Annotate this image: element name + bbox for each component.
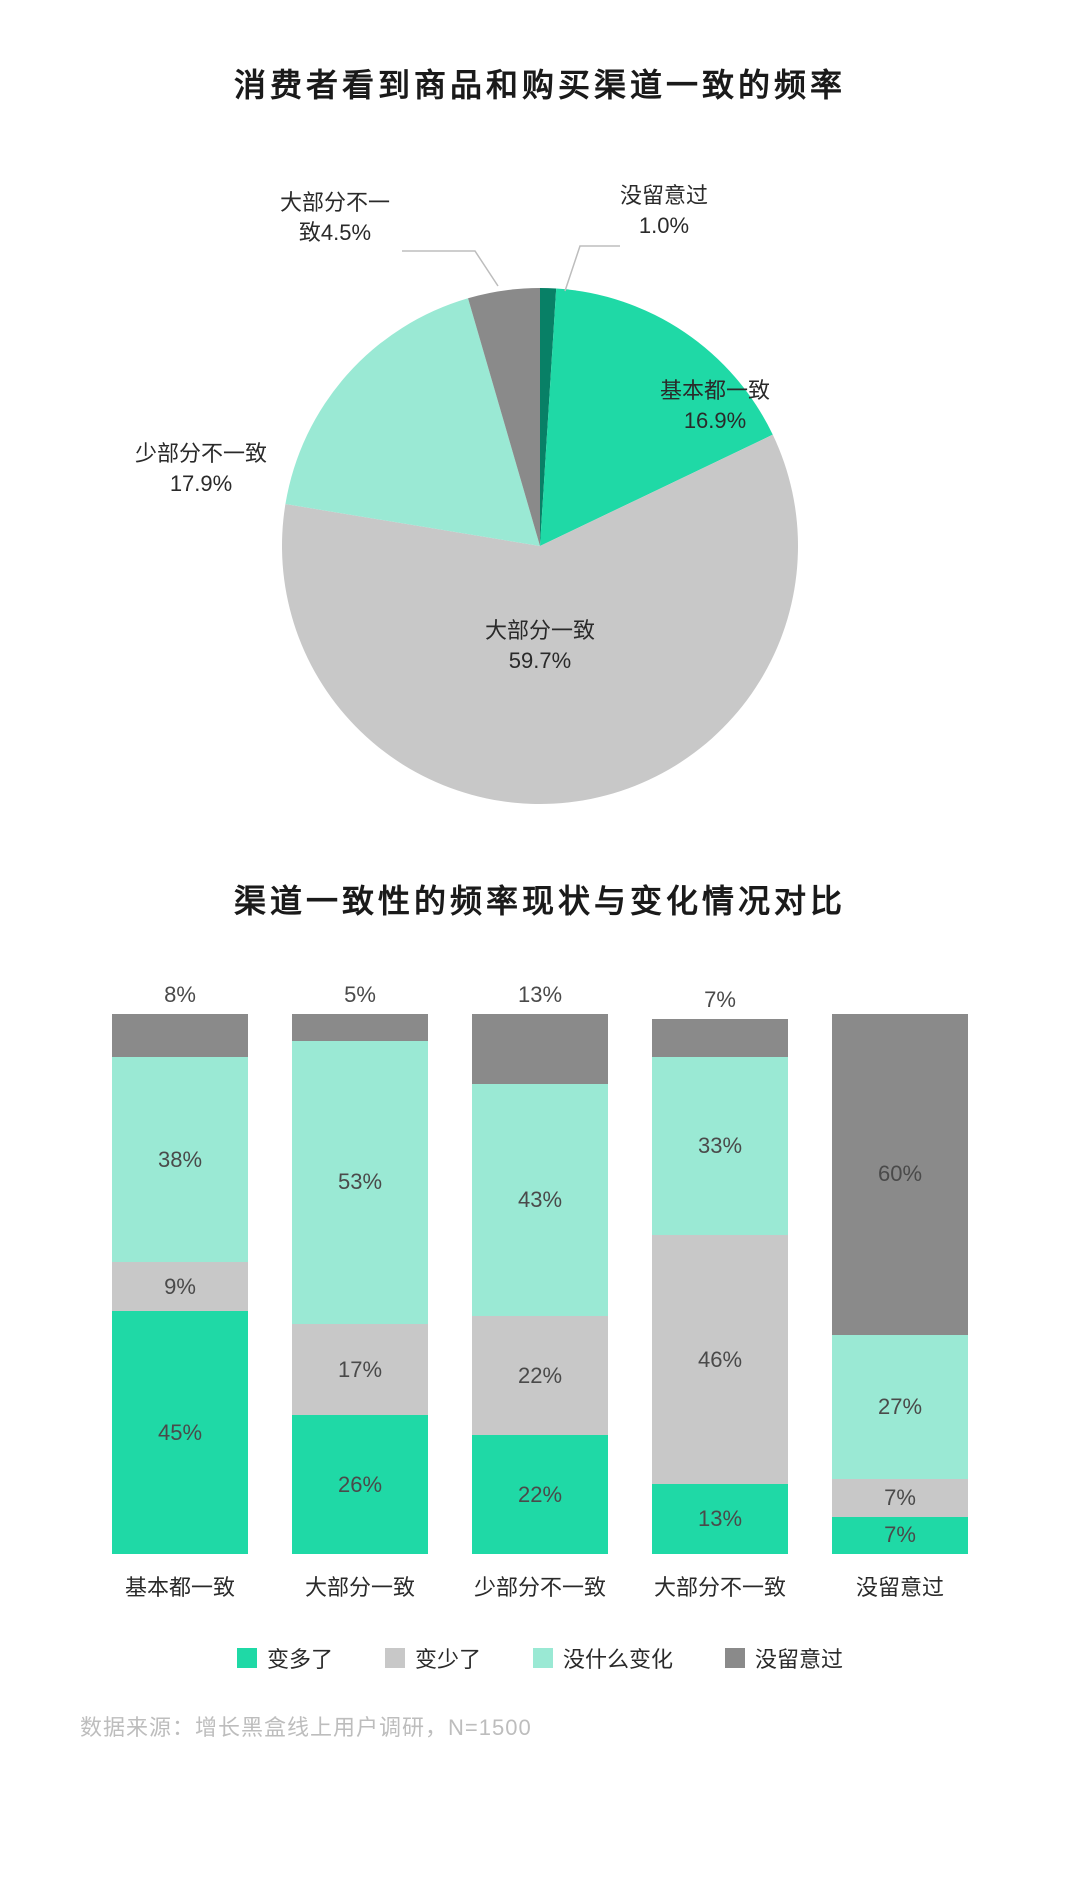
legend-item: 变多了 [237, 1642, 333, 1674]
bar-segment: 22% [472, 1435, 608, 1554]
bar-segment: 7% [832, 1517, 968, 1554]
bar-segment: 8% [112, 1014, 248, 1057]
legend-label: 没什么变化 [563, 1642, 673, 1674]
bar-x-label: 大部分一致 [305, 1570, 415, 1602]
bar-segment-value: 13% [472, 982, 608, 1008]
legend-item: 没留意过 [725, 1642, 843, 1674]
bar-segment: 43% [472, 1084, 608, 1316]
legend-swatch [725, 1648, 745, 1668]
bar-column: 26%17%53%5% 大部分一致 [292, 1014, 428, 1602]
bar-segment: 60% [832, 1014, 968, 1335]
legend-label: 变少了 [415, 1642, 481, 1674]
bar-segment-value: 8% [112, 982, 248, 1008]
bar-segment: 26% [292, 1415, 428, 1554]
legend-label: 变多了 [267, 1642, 333, 1674]
bar-stack: 26%17%53%5% [292, 1014, 428, 1554]
legend-swatch [237, 1648, 257, 1668]
pie-chart-title: 消费者看到商品和购买渠道一致的频率 [80, 60, 1000, 106]
bar-x-label: 没留意过 [856, 1570, 944, 1602]
bar-segment: 9% [112, 1262, 248, 1311]
stacked-chart-title: 渠道一致性的频率现状与变化情况对比 [80, 876, 1000, 922]
bar-stack: 22%22%43%13% [472, 1014, 608, 1554]
pie-chart: 消费者看到商品和购买渠道一致的频率 大部分一致 59.7% 没留意过 1.0% … [80, 60, 1000, 836]
bar-segment: 45% [112, 1311, 248, 1554]
bar-segment: 7% [832, 1479, 968, 1516]
bar-segment: 17% [292, 1324, 428, 1415]
bar-segment: 7% [652, 1019, 788, 1057]
stacked-chart-area: 45%9%38%8%基本都一致26%17%53%5%大部分一致22%22%43%… [90, 1002, 990, 1602]
bar-segment-value: 5% [292, 982, 428, 1008]
bar-segment: 22% [472, 1316, 608, 1435]
legend-swatch [385, 1648, 405, 1668]
bar-column: 45%9%38%8% 基本都一致 [112, 1014, 248, 1602]
bar-column: 7%7%27%60%没留意过 [832, 1014, 968, 1602]
bar-column: 22%22%43%13%少部分不一致 [472, 1014, 608, 1602]
bar-segment: 13% [472, 1014, 608, 1084]
bar-segment: 46% [652, 1235, 788, 1483]
bar-x-label: 基本都一致 [125, 1570, 235, 1602]
bar-segment: 33% [652, 1057, 788, 1235]
data-source: 数据来源：增长黑盒线上用户调研，N=1500 [80, 1710, 1000, 1742]
legend-item: 变少了 [385, 1642, 481, 1674]
bar-segment: 27% [832, 1335, 968, 1479]
legend-swatch [533, 1648, 553, 1668]
pie-chart-area: 大部分一致 59.7% 没留意过 1.0% 基本都一致 16.9% 少部分不一致… [80, 156, 1000, 836]
bar-stack: 45%9%38%8% [112, 1014, 248, 1554]
stacked-chart-legend: 变多了 变少了 没什么变化 没留意过 [80, 1642, 1000, 1674]
legend-item: 没什么变化 [533, 1642, 673, 1674]
bar-segment: 53% [292, 1041, 428, 1324]
bar-x-label: 大部分不一致 [654, 1570, 786, 1602]
stacked-bar-chart: 渠道一致性的频率现状与变化情况对比 45%9%38%8%基本都一致26%17%5… [80, 876, 1000, 1674]
bar-stack: 13%46%33%7% [652, 1014, 788, 1554]
legend-label: 没留意过 [755, 1642, 843, 1674]
bar-x-label: 少部分不一致 [474, 1570, 606, 1602]
bar-segment: 38% [112, 1057, 248, 1262]
bar-segment-value: 7% [652, 987, 788, 1013]
bar-segment: 13% [652, 1484, 788, 1554]
bar-column: 13%46%33%7% 大部分不一致 [652, 1014, 788, 1602]
bar-stack: 7%7%27%60% [832, 1014, 968, 1554]
pie-leader-lines [80, 156, 1000, 836]
bar-segment: 5% [292, 1014, 428, 1041]
